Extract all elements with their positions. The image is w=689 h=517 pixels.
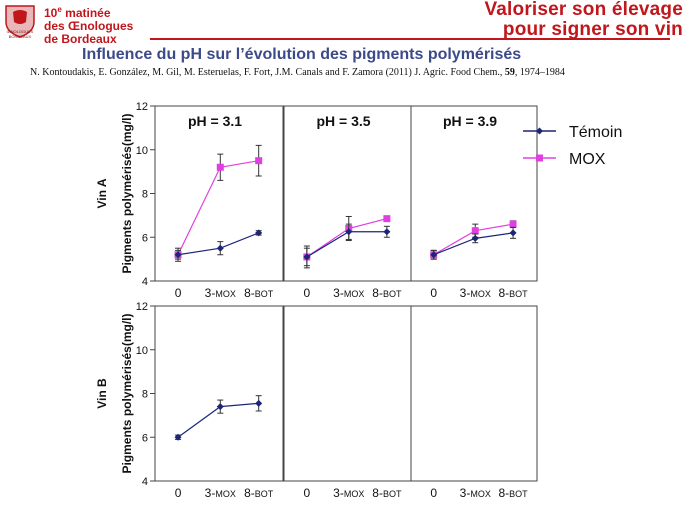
logo-text-top: ŒNOLOGUES xyxy=(7,29,34,34)
data-point xyxy=(383,215,391,223)
data-point xyxy=(509,220,517,228)
series-line xyxy=(177,160,259,256)
series-line xyxy=(433,232,514,256)
data-point xyxy=(174,433,182,441)
x-tick-label: 3-MOX xyxy=(333,486,364,500)
y-tick-label: 8 xyxy=(142,189,148,201)
oenologues-logo: ŒNOLOGUES BORDEAUX xyxy=(5,5,35,39)
slide-title: Influence du pH sur l’évolution des pigm… xyxy=(82,46,522,63)
data-point xyxy=(303,253,311,261)
panel-frame xyxy=(283,105,412,282)
row-label: Vin B xyxy=(95,378,109,409)
citation: N. Kontoudakis, E. González, M. Gil, M. … xyxy=(30,67,565,78)
x-tick-label: 3-MOX xyxy=(205,286,236,300)
data-point xyxy=(536,154,543,162)
x-tick-label: 0 xyxy=(430,286,437,300)
x-tick-label: 3-MOX xyxy=(205,486,236,500)
x-tick-label: 8-BOT xyxy=(498,286,528,300)
data-point xyxy=(216,403,224,411)
x-tick-label: 3-MOX xyxy=(333,286,364,300)
data-point xyxy=(216,163,224,171)
x-tick-label: 3-MOX xyxy=(460,486,491,500)
panel-frame xyxy=(410,105,538,282)
x-tick-label: 8-BOT xyxy=(244,486,274,500)
y-tick-label: 10 xyxy=(136,345,148,357)
x-tick-label: 3-MOX xyxy=(460,286,491,300)
y-tick-label: 12 xyxy=(136,101,148,113)
data-point xyxy=(509,229,517,237)
legend-label: MOX xyxy=(569,151,606,168)
data-point xyxy=(345,228,353,236)
y-tick-label: 12 xyxy=(136,301,148,313)
x-tick-label: 8-BOT xyxy=(498,486,528,500)
x-tick-label: 8-BOT xyxy=(244,286,274,300)
data-point xyxy=(536,127,543,135)
column-title: pH = 3.1 xyxy=(188,113,242,129)
header-divider xyxy=(150,38,670,40)
data-point xyxy=(471,227,479,235)
column-title: pH = 3.5 xyxy=(316,113,370,129)
x-tick-label: 0 xyxy=(304,286,311,300)
y-axis-label: Pigments polymérisés(mg/l) xyxy=(120,313,134,473)
panel-frame xyxy=(283,305,412,482)
row-label: Vin A xyxy=(95,178,109,208)
y-tick-label: 10 xyxy=(136,145,148,157)
x-tick-label: 0 xyxy=(304,486,311,500)
x-tick-label: 0 xyxy=(175,486,182,500)
data-point xyxy=(174,251,182,259)
data-point xyxy=(430,251,438,259)
logo-text-bottom: BORDEAUX xyxy=(9,34,32,39)
series-line xyxy=(177,402,259,438)
event-name: 10e matinée des Œnologues de Bordeaux xyxy=(44,5,134,46)
y-tick-label: 8 xyxy=(142,389,148,401)
data-point xyxy=(216,244,224,252)
y-tick-label: 4 xyxy=(142,276,148,288)
x-tick-label: 8-BOT xyxy=(372,486,402,500)
x-tick-label: 0 xyxy=(430,486,437,500)
x-tick-label: 8-BOT xyxy=(372,286,402,300)
x-tick-label: 0 xyxy=(175,286,182,300)
y-tick-label: 6 xyxy=(142,432,148,444)
data-point xyxy=(255,229,263,237)
data-point xyxy=(255,157,263,165)
y-tick-label: 4 xyxy=(142,476,148,488)
data-point xyxy=(383,228,391,236)
tagline: Valoriser son élevage pour signer son vi… xyxy=(484,0,683,40)
series-line xyxy=(177,232,259,256)
panel-frame xyxy=(154,305,284,482)
legend-label: Témoin xyxy=(569,124,622,141)
data-point xyxy=(255,399,263,407)
series-line xyxy=(306,231,387,258)
column-title: pH = 3.9 xyxy=(443,113,497,129)
y-axis-label: Pigments polymérisés(mg/l) xyxy=(120,113,134,273)
data-point xyxy=(471,234,479,242)
y-tick-label: 6 xyxy=(142,232,148,244)
slide-header: ŒNOLOGUES BORDEAUX 10e matinée des Œnolo… xyxy=(0,0,689,46)
panel-frame xyxy=(410,305,538,482)
